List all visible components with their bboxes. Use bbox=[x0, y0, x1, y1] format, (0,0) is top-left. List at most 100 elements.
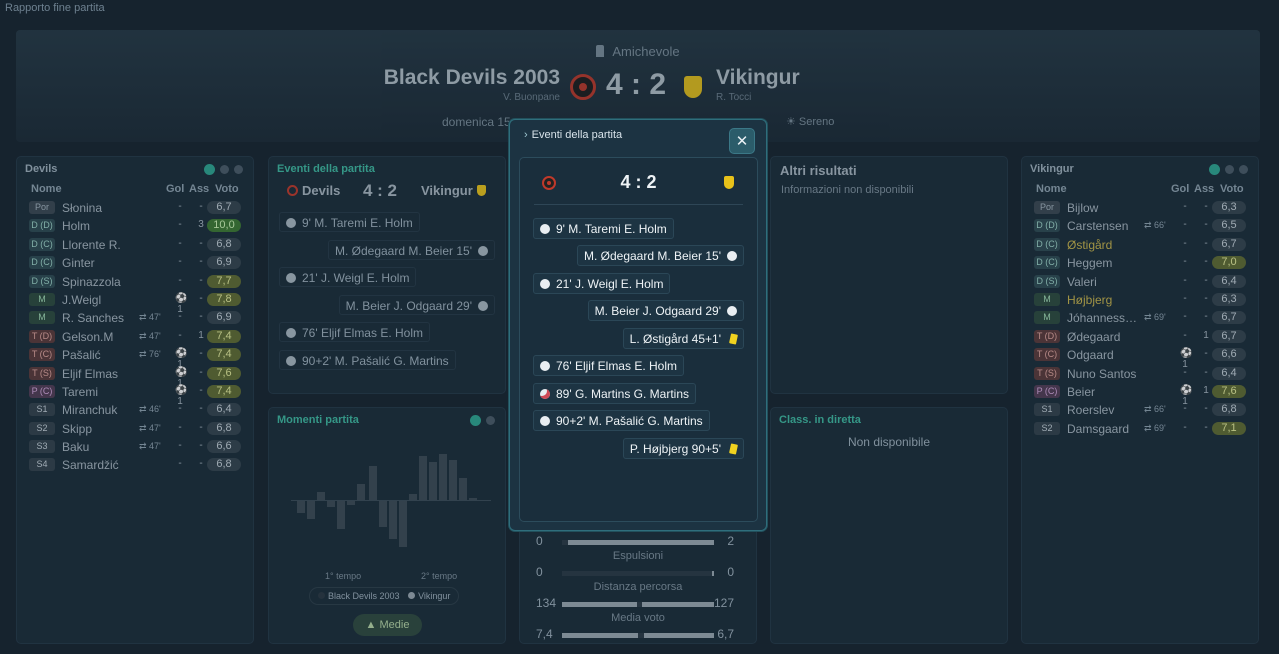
player-row[interactable]: D (C) Llorente R. - -6,8 bbox=[25, 236, 245, 254]
player-assists: - bbox=[1204, 421, 1208, 433]
page-dot[interactable] bbox=[1225, 165, 1234, 174]
player-row[interactable]: T (D) Ødegaard - 1 6,7 bbox=[1030, 328, 1250, 346]
player-row[interactable]: T (D) Gelson.M ⇄ 47' - 1 7,4 bbox=[25, 328, 245, 346]
player-row[interactable]: S2 Skipp ⇄ 47' - -6,8 bbox=[25, 420, 245, 438]
close-button[interactable]: ✕ bbox=[729, 128, 755, 154]
player-row[interactable]: T (C) Pašalić ⇄ 76' ⚽1-7,4 bbox=[25, 346, 245, 370]
momentum-bar bbox=[469, 498, 477, 500]
stat-away-fill bbox=[642, 602, 714, 607]
player-row[interactable]: T (S) Eljif Elmas ⚽1-7,6 bbox=[25, 365, 245, 389]
player-name: Østigård bbox=[1067, 237, 1113, 252]
player-row[interactable]: T (S) Nuno Santos - -6,4 bbox=[1030, 365, 1250, 383]
player-row[interactable]: D (D) Carstensen ⇄ 66' - -6,5 bbox=[1030, 217, 1250, 235]
player-row[interactable]: M Jóhanness… ⇄ 69' - -6,7 bbox=[1030, 309, 1250, 327]
position-badge: T (D) bbox=[1034, 329, 1060, 343]
player-name: Heggem bbox=[1067, 256, 1113, 271]
page-dots[interactable] bbox=[1209, 164, 1248, 175]
player-name: Nuno Santos bbox=[1067, 366, 1137, 381]
page-dot[interactable] bbox=[1209, 164, 1220, 175]
stat-home-value: 7,4 bbox=[536, 627, 553, 641]
position-badge: Por bbox=[1034, 201, 1060, 214]
page-dot[interactable] bbox=[1239, 165, 1248, 174]
modal-event-item[interactable]: P. Højbjerg 90+5' bbox=[622, 438, 744, 459]
momentum-bar bbox=[337, 501, 345, 529]
player-rating: 7,8 bbox=[207, 292, 241, 306]
page-dots[interactable] bbox=[204, 164, 243, 175]
player-assists: - bbox=[199, 348, 203, 360]
legend-home-swatch bbox=[318, 592, 325, 599]
event-item[interactable]: 9' M. Taremi E. Holm bbox=[279, 212, 420, 232]
events-score: 4 : 2 bbox=[363, 181, 398, 200]
player-row[interactable]: T (C) Odgaard ⚽1-6,6 bbox=[1030, 346, 1250, 370]
player-row[interactable]: D (C) Østigård - -6,7 bbox=[1030, 236, 1250, 254]
player-row[interactable]: P (C) Beier ⚽1 1 7,6 bbox=[1030, 383, 1250, 407]
modal-title-text: Eventi della partita bbox=[531, 129, 623, 141]
col-goals: Gol bbox=[1171, 183, 1190, 195]
event-item[interactable]: 21' J. Weigl E. Holm bbox=[279, 267, 417, 287]
event-item[interactable]: M. Ødegaard M. Beier 15' bbox=[327, 240, 495, 260]
modal-event-item[interactable]: L. Østigård 45+1' bbox=[622, 328, 744, 349]
player-row[interactable]: D (S) Valeri - -6,4 bbox=[1030, 273, 1250, 291]
modal-event-item[interactable]: 89' G. Martins G. Martins bbox=[533, 383, 696, 404]
event-item[interactable]: 76' Eljif Elmas E. Holm bbox=[279, 322, 430, 342]
player-row[interactable]: M Højbjerg - -6,3 bbox=[1030, 291, 1250, 309]
player-row[interactable]: D (C) Ginter - -6,9 bbox=[25, 254, 245, 272]
player-name: Ødegaard bbox=[1067, 329, 1121, 344]
page-dot[interactable] bbox=[234, 165, 243, 174]
home-roster-list: Por Słonina - -6,7 D (D) Holm -3 10,0 D (C) Llore… bbox=[25, 199, 245, 475]
legend-away: Vikingur bbox=[418, 591, 451, 601]
modal-event-item[interactable]: M. Ødegaard M. Beier 15' bbox=[576, 245, 744, 266]
player-row[interactable]: S2 Damsgaard ⇄ 69' - -7,1 bbox=[1030, 420, 1250, 438]
away-team[interactable]: Vikingur R. Tocci bbox=[716, 66, 800, 103]
momentum-bar bbox=[449, 460, 457, 500]
player-name: Baku bbox=[62, 440, 90, 455]
substitution-time: ⇄ 47' bbox=[139, 422, 161, 433]
player-row[interactable]: D (S) Spinazzola - -7,7 bbox=[25, 273, 245, 291]
modal-event-item[interactable]: 90+2' M. Pašalić G. Martins bbox=[533, 410, 710, 431]
page-dot[interactable] bbox=[220, 165, 229, 174]
home-roster-title: Devils bbox=[25, 163, 58, 175]
modal-event-item[interactable]: M. Beier J. Odgaard 29' bbox=[587, 300, 744, 321]
player-row[interactable]: D (D) Holm - 3 10,0 bbox=[25, 217, 245, 235]
player-row[interactable]: Por Bijlow - -6,3 bbox=[1030, 199, 1250, 217]
position-badge: D (S) bbox=[1034, 274, 1060, 288]
player-row[interactable]: S1 Miranchuk ⇄ 46' - -6,4 bbox=[25, 401, 245, 419]
modal-event-item[interactable]: 9' M. Taremi E. Holm bbox=[533, 218, 674, 239]
player-rating: 6,8 bbox=[207, 458, 241, 472]
stat-away-fill bbox=[712, 571, 714, 576]
player-goals: - bbox=[178, 201, 182, 212]
position-badge: M bbox=[29, 311, 55, 325]
player-row[interactable]: Por Słonina - -6,7 bbox=[25, 199, 245, 217]
page-dots[interactable] bbox=[470, 415, 495, 426]
events-away: Vikingur bbox=[421, 183, 486, 198]
stat-label: Media voto bbox=[611, 612, 665, 624]
player-row[interactable]: S1 Roerslev ⇄ 66' - -6,8 bbox=[1030, 401, 1250, 419]
player-goals: - bbox=[178, 311, 182, 323]
player-name: Taremi bbox=[62, 384, 99, 399]
player-rating: 6,4 bbox=[207, 403, 241, 417]
player-assists: - bbox=[1204, 219, 1208, 231]
home-team[interactable]: Black Devils 2003 V. Buonpane bbox=[384, 66, 560, 103]
modal-event-item[interactable]: 76' Eljif Elmas E. Holm bbox=[533, 355, 684, 376]
events-home: Devils bbox=[287, 183, 340, 198]
page-dot[interactable] bbox=[204, 164, 215, 175]
player-name: Valeri bbox=[1067, 274, 1097, 289]
player-row[interactable]: S3 Baku ⇄ 47' - -6,6 bbox=[25, 438, 245, 456]
page-dot[interactable] bbox=[470, 415, 481, 426]
event-item[interactable]: M. Beier J. Odgaard 29' bbox=[338, 295, 495, 315]
momentum-panel: Momenti partita 1° tempo 2° tempo Black … bbox=[268, 407, 506, 644]
event-item[interactable]: 90+2' M. Pašalić G. Martins bbox=[279, 350, 456, 370]
home-roster-panel: Devils Nome Gol Ass Voto Por Słonina - -6,7… bbox=[16, 156, 254, 644]
averages-button[interactable]: ▲ Medie bbox=[353, 614, 422, 636]
momentum-bar bbox=[369, 466, 377, 500]
player-row[interactable]: P (C) Taremi ⚽1-7,4 bbox=[25, 383, 245, 407]
player-row[interactable]: M R. Sanches ⇄ 47' - -6,9 bbox=[25, 309, 245, 327]
legend-home: Black Devils 2003 bbox=[328, 591, 400, 601]
momentum-bar bbox=[379, 501, 387, 527]
page-dot[interactable] bbox=[486, 416, 495, 425]
modal-event-item[interactable]: 21' J. Weigl E. Holm bbox=[533, 273, 671, 294]
player-row[interactable]: S4 Samardžić - -6,8 bbox=[25, 456, 245, 474]
player-row[interactable]: M J.Weigl ⚽1-7,8 bbox=[25, 291, 245, 315]
player-name: Llorente R. bbox=[62, 237, 121, 252]
player-row[interactable]: D (C) Heggem - -7,0 bbox=[1030, 254, 1250, 272]
